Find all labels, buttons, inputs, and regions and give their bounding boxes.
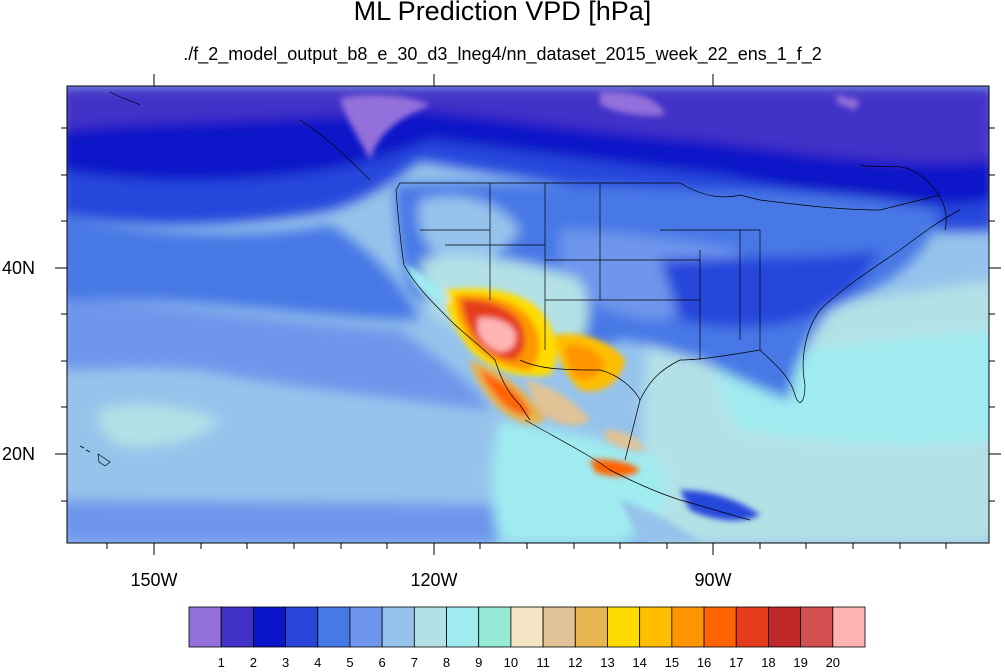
lon-label-120w: 120W	[410, 570, 458, 590]
lat-label-40n: 40N	[2, 258, 36, 278]
colorbar-tick-label: 19	[793, 655, 808, 670]
colorbar-swatch	[607, 606, 641, 648]
colorbar-tick-label: 18	[761, 655, 776, 670]
colorbar-tick-label: 2	[249, 655, 257, 670]
colorbar-swatch	[510, 606, 544, 648]
colorbar-tick-label: 14	[632, 655, 647, 670]
colorbar-tick-label: 8	[442, 655, 451, 670]
colorbar-swatch	[735, 606, 769, 648]
colorbar-tick-label: 16	[696, 655, 712, 670]
colorbar-swatch	[446, 606, 480, 648]
colorbar-swatch	[768, 606, 802, 648]
colorbar-tick-label: 20	[825, 655, 841, 670]
colorbar-swatch	[639, 606, 673, 648]
colorbar-tick-label: 12	[568, 655, 583, 670]
colorbar	[188, 606, 866, 648]
colorbar-swatch	[832, 606, 866, 648]
lon-label-150w: 150W	[130, 570, 178, 590]
colorbar-swatch	[800, 606, 834, 648]
colorbar-tick-label: 6	[378, 655, 386, 670]
colorbar-swatch	[381, 606, 415, 648]
colorbar-tick-label: 13	[600, 655, 615, 670]
colorbar-swatch	[703, 606, 737, 648]
colorbar-tick-label: 17	[729, 655, 744, 670]
colorbar-tick-label: 15	[664, 655, 680, 670]
colorbar-tick-label: 5	[346, 655, 354, 670]
colorbar-tick-label: 3	[281, 655, 290, 670]
coastlines	[79, 91, 961, 521]
vpd-field	[67, 86, 989, 543]
colorbar-tick-label: 10	[503, 655, 519, 670]
colorbar-swatch	[349, 606, 383, 648]
colorbar-tick-label: 1	[217, 655, 225, 670]
colorbar-swatch	[188, 606, 222, 648]
colorbar-tick-label: 4	[314, 655, 322, 670]
colorbar-swatch	[220, 606, 254, 648]
colorbar-tick-label: 11	[536, 655, 550, 670]
colorbar-swatch	[574, 606, 608, 648]
map-subtitle: ./f_2_model_output_b8_e_30_d3_lneg4/nn_d…	[183, 44, 822, 64]
colorbar-swatch	[317, 606, 351, 648]
colorbar-tick-label: 9	[475, 655, 483, 670]
colorbar-swatch	[542, 606, 576, 648]
colorbar-swatch	[413, 606, 447, 648]
colorbar-swatch	[478, 606, 512, 648]
colorbar-swatch	[252, 606, 286, 648]
colorbar-swatch	[285, 606, 319, 648]
axis-ticks	[55, 74, 1001, 555]
lat-label-20n: 20N	[2, 444, 36, 464]
map-title: ML Prediction VPD [hPa]	[353, 0, 652, 26]
colorbar-swatch	[671, 606, 705, 648]
lon-label-90w: 90W	[694, 570, 732, 590]
colorbar-tick-label: 7	[410, 655, 418, 670]
